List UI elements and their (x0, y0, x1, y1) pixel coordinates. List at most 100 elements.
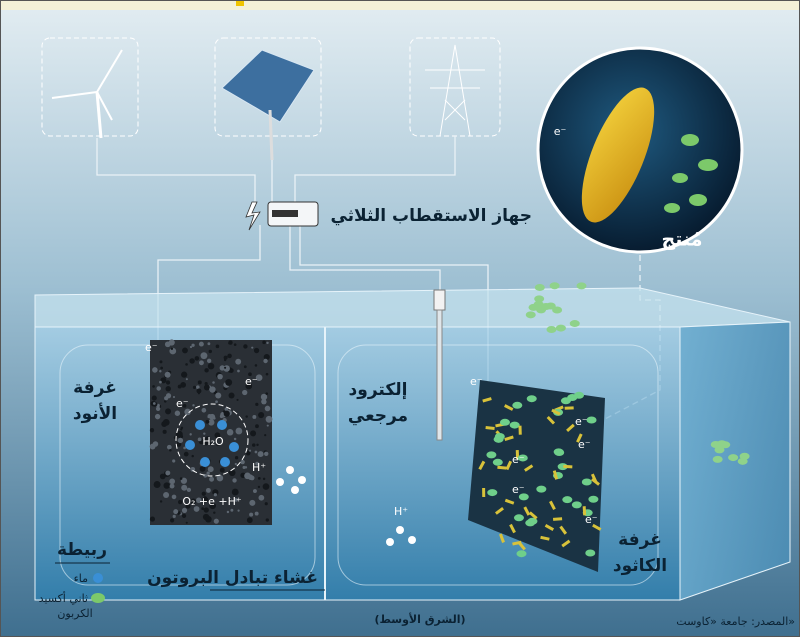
carbon-grain (201, 491, 206, 496)
water-molecule (220, 457, 230, 467)
carbon-grain (201, 352, 204, 356)
wires (294, 136, 456, 203)
carbon-grain (257, 451, 264, 458)
carbon-grain (257, 485, 261, 489)
magnified-view (672, 173, 688, 183)
co2-particle (528, 303, 539, 311)
electron-label: e⁻ (575, 415, 588, 428)
carbon-grain (165, 380, 171, 385)
tank (34, 287, 791, 601)
bacterium (478, 460, 486, 471)
carbon-grain (233, 343, 237, 346)
proton (298, 476, 306, 484)
carbon-grain (204, 436, 211, 442)
carbon-grain (255, 402, 259, 406)
electron-label: e⁻ (145, 341, 158, 354)
carbon-grain (191, 454, 194, 458)
carbon-grain (224, 366, 227, 369)
carbon-grain (197, 380, 202, 385)
carbon-grain (191, 343, 195, 347)
co2-particle (562, 496, 573, 504)
water-ring (175, 403, 249, 477)
carbon-grain (216, 443, 219, 446)
carbon-grain (215, 400, 218, 404)
legend-item: ماء (74, 572, 89, 585)
electron-label: e⁻ (578, 438, 591, 451)
carbon-grain (249, 499, 256, 506)
carbon-grain (207, 342, 211, 346)
carbon-grain (219, 467, 225, 473)
reference-electrode (433, 289, 446, 441)
carbon-grain (196, 388, 202, 394)
carbon-grain (233, 437, 237, 441)
carbon-grain (149, 516, 155, 522)
carbon-grain (236, 398, 239, 401)
carbon-grain (199, 360, 204, 366)
wind-panel (51, 91, 98, 99)
water-molecule (217, 420, 227, 430)
carbon-grain (180, 477, 188, 484)
co2-particle (487, 489, 498, 497)
co2-particle (739, 452, 750, 460)
carbon-grain (252, 489, 257, 494)
carbon-grain (174, 410, 181, 416)
co2-particle (574, 391, 585, 399)
carbon-grain (264, 502, 268, 506)
carbon-grain (183, 451, 189, 457)
carbon-grain (165, 386, 171, 392)
carbon-grain (231, 488, 239, 496)
carbon-grain (226, 510, 230, 514)
carbon-grain (200, 352, 208, 360)
carbon-grain (185, 363, 188, 366)
co2-particle (549, 282, 560, 290)
carbon-grain (230, 508, 234, 512)
bacterium (528, 511, 538, 520)
anode-label: الأنود (73, 403, 117, 424)
carbon-grain (172, 395, 176, 399)
carbon-grain (254, 364, 258, 367)
co2-particle (499, 418, 510, 426)
carbon-grain (165, 393, 172, 399)
carbon-grain (192, 385, 197, 389)
top-strip (0, 0, 800, 10)
carbon-grain (254, 450, 258, 454)
cathode-label: الكاثود (613, 556, 667, 576)
carbon-grain (237, 509, 240, 512)
carbon-grain (213, 493, 217, 497)
bacterium (504, 404, 514, 411)
carbon-grain (214, 432, 221, 439)
carbon-grain (204, 382, 208, 386)
proton (291, 486, 299, 494)
carbon-grain (256, 443, 259, 447)
carbon-grain (201, 507, 205, 511)
bacterium (552, 517, 563, 521)
legend-title: ربيطة (57, 540, 107, 560)
electron-label: e⁻ (245, 375, 258, 388)
carbon-grain (195, 497, 202, 504)
co2-particle (534, 295, 545, 303)
bacterium (504, 435, 514, 441)
co2-particle (576, 282, 587, 290)
carbon-grain (156, 386, 161, 391)
carbon-grain (190, 498, 197, 505)
carbon-grain (159, 473, 166, 480)
carbon-grain (212, 489, 219, 496)
carbon-grain (240, 459, 245, 465)
carbon-grain (255, 424, 259, 429)
carbon-grain (175, 430, 183, 438)
bacterium (540, 535, 550, 541)
electron-label: e⁻ (554, 125, 567, 138)
wires (289, 225, 441, 295)
reference-label: إلكترود (349, 380, 408, 400)
carbon-grain (245, 450, 251, 456)
carbon-grain (215, 392, 222, 399)
carbon-grain (184, 408, 191, 416)
carbon-grain (165, 470, 171, 476)
carbon-grain (180, 381, 187, 388)
carbon-grain (182, 347, 188, 354)
carbon-grain (209, 386, 216, 393)
carbon-grain (205, 515, 212, 523)
co2-particle (728, 454, 739, 462)
carbon-grain (261, 398, 267, 405)
proton (408, 536, 416, 544)
